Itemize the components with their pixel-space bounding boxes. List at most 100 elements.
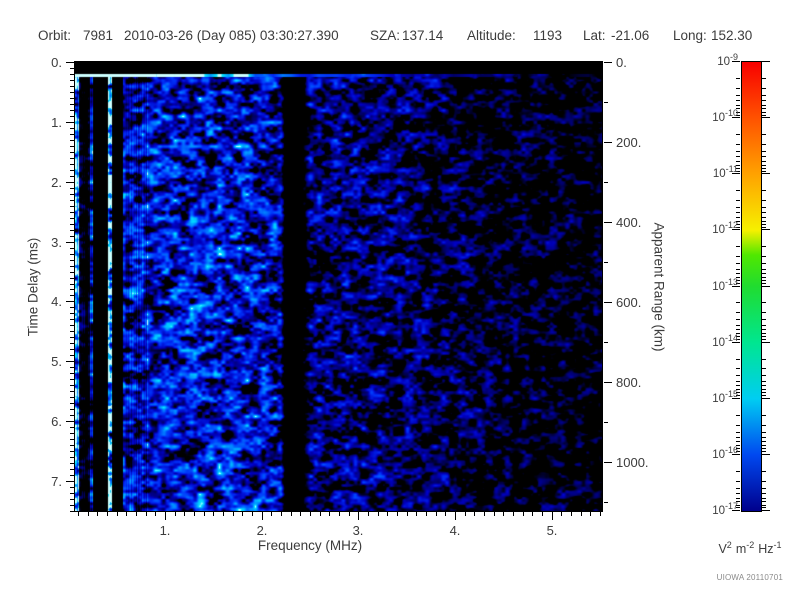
y-left-tick: [70, 451, 74, 452]
y-left-tick: [70, 319, 74, 320]
y-left-tick: [70, 295, 74, 296]
colorbar-minor-tick: [762, 493, 766, 494]
x-axis-tick: [552, 512, 553, 520]
y-left-tick-label: 2.: [51, 175, 62, 190]
x-axis-tick: [165, 512, 166, 520]
colorbar-minor-tick: [762, 302, 766, 303]
colorbar-minor-tick: [736, 339, 740, 340]
colorbar-minor-tick: [736, 200, 740, 201]
colorbar-minor-tick: [736, 385, 740, 386]
x-axis-tick: [532, 512, 533, 516]
y-right-tick-label: 800.: [616, 375, 642, 390]
y-left-tick: [70, 74, 74, 75]
y-right-tick-label: 600.: [616, 295, 642, 310]
colorbar-minor-tick: [762, 263, 766, 264]
y-left-tick-label: 7.: [51, 474, 62, 489]
colorbar-minor-tick: [762, 144, 766, 145]
colorbar-minor-tick: [736, 134, 740, 135]
y-left-tick: [70, 469, 74, 470]
colorbar-minor-tick: [736, 165, 740, 166]
x-axis-tick: [474, 512, 475, 516]
colorbar-minor-tick: [762, 217, 766, 218]
colorbar-minor-tick: [762, 134, 766, 135]
colorbar-minor-tick: [762, 336, 766, 337]
colorbar-minor-tick: [736, 112, 740, 113]
colorbar-minor-tick: [762, 277, 766, 278]
datetime-value: 2010-03-26 (Day 085) 03:30:27.390: [124, 28, 339, 43]
x-axis-tick: [155, 512, 156, 516]
x-axis-tick: [436, 512, 437, 516]
x-axis-tick: [184, 512, 185, 516]
y-left-tick: [66, 301, 74, 302]
y-left-tick: [70, 80, 74, 81]
colorbar-minor-tick: [736, 437, 740, 438]
x-axis-tick: [175, 512, 176, 516]
y-left-tick: [70, 499, 74, 500]
y-left-tick: [70, 176, 74, 177]
colorbar-minor-tick: [736, 501, 740, 502]
x-axis-tick: [291, 512, 292, 516]
x-axis-tick: [494, 512, 495, 516]
colorbar-minor-tick: [762, 200, 766, 201]
colorbar-minor-tick: [762, 112, 766, 113]
y-left-tick: [70, 188, 74, 189]
y-left-tick: [70, 278, 74, 279]
lat-label: Lat:: [583, 28, 606, 43]
colorbar-major-tick: [762, 454, 770, 455]
colorbar-minor-tick: [736, 212, 740, 213]
colorbar-major-tick: [762, 229, 770, 230]
colorbar-minor-tick: [762, 501, 766, 502]
x-axis-tick: [117, 512, 118, 516]
colorbar-minor-tick: [736, 498, 740, 499]
colorbar-minor-tick: [762, 368, 766, 369]
x-axis-tick: [397, 512, 398, 516]
colorbar-minor-tick: [736, 445, 740, 446]
y-left-tick: [70, 391, 74, 392]
colorbar-minor-tick: [736, 78, 740, 79]
y-left-tick: [70, 289, 74, 290]
y-left-tick: [70, 158, 74, 159]
colorbar-minor-tick: [762, 161, 766, 162]
colorbar-minor-tick: [736, 359, 740, 360]
x-axis-tick: [445, 512, 446, 516]
spectrogram-canvas: [75, 62, 602, 511]
x-axis-tick: [523, 512, 524, 516]
colorbar-tick-label: 10-12: [712, 220, 738, 236]
y-left-tick: [70, 331, 74, 332]
colorbar-minor-tick: [762, 359, 766, 360]
y-right-tick-label: 200.: [616, 135, 642, 150]
colorbar-minor-tick: [736, 88, 740, 89]
y-left-tick-label: 0.: [51, 55, 62, 70]
colorbar-major-tick: [762, 342, 770, 343]
orbit-label: Orbit:: [38, 28, 72, 43]
unit-hz: Hz: [758, 542, 774, 557]
colorbar-minor-tick: [736, 336, 740, 337]
y-right-tick-label: 400.: [616, 215, 642, 230]
x-axis-tick: [368, 512, 369, 516]
colorbar-minor-tick: [736, 263, 740, 264]
x-axis-tick: [281, 512, 282, 516]
colorbar-minor-tick: [736, 375, 740, 376]
y-right-tick: [604, 62, 612, 63]
y-right-tick-label: 0.: [616, 55, 627, 70]
colorbar-minor-tick: [762, 441, 766, 442]
colorbar-minor-tick: [736, 207, 740, 208]
y-left-tick: [70, 152, 74, 153]
x-axis-tick: [300, 512, 301, 516]
x-axis-tick: [465, 512, 466, 516]
y-left-tick: [66, 242, 74, 243]
colorbar-minor-tick: [736, 283, 740, 284]
x-axis-tick: [242, 512, 243, 516]
y-left-tick-label: 1.: [51, 115, 62, 130]
x-axis-tick: [416, 512, 417, 516]
telemetry-header: Orbit: 7981 2010-03-26 (Day 085) 03:30:2…: [0, 28, 800, 44]
altitude-label: Altitude:: [467, 28, 516, 43]
colorbar-minor-tick: [736, 389, 740, 390]
colorbar-major-tick: [762, 61, 770, 62]
y-right-tick: [604, 262, 608, 263]
colorbar-minor-tick: [736, 144, 740, 145]
colorbar-major-tick: [732, 229, 740, 230]
colorbar-minor-tick: [736, 224, 740, 225]
y-left-tick: [70, 254, 74, 255]
colorbar-minor-tick: [736, 381, 740, 382]
